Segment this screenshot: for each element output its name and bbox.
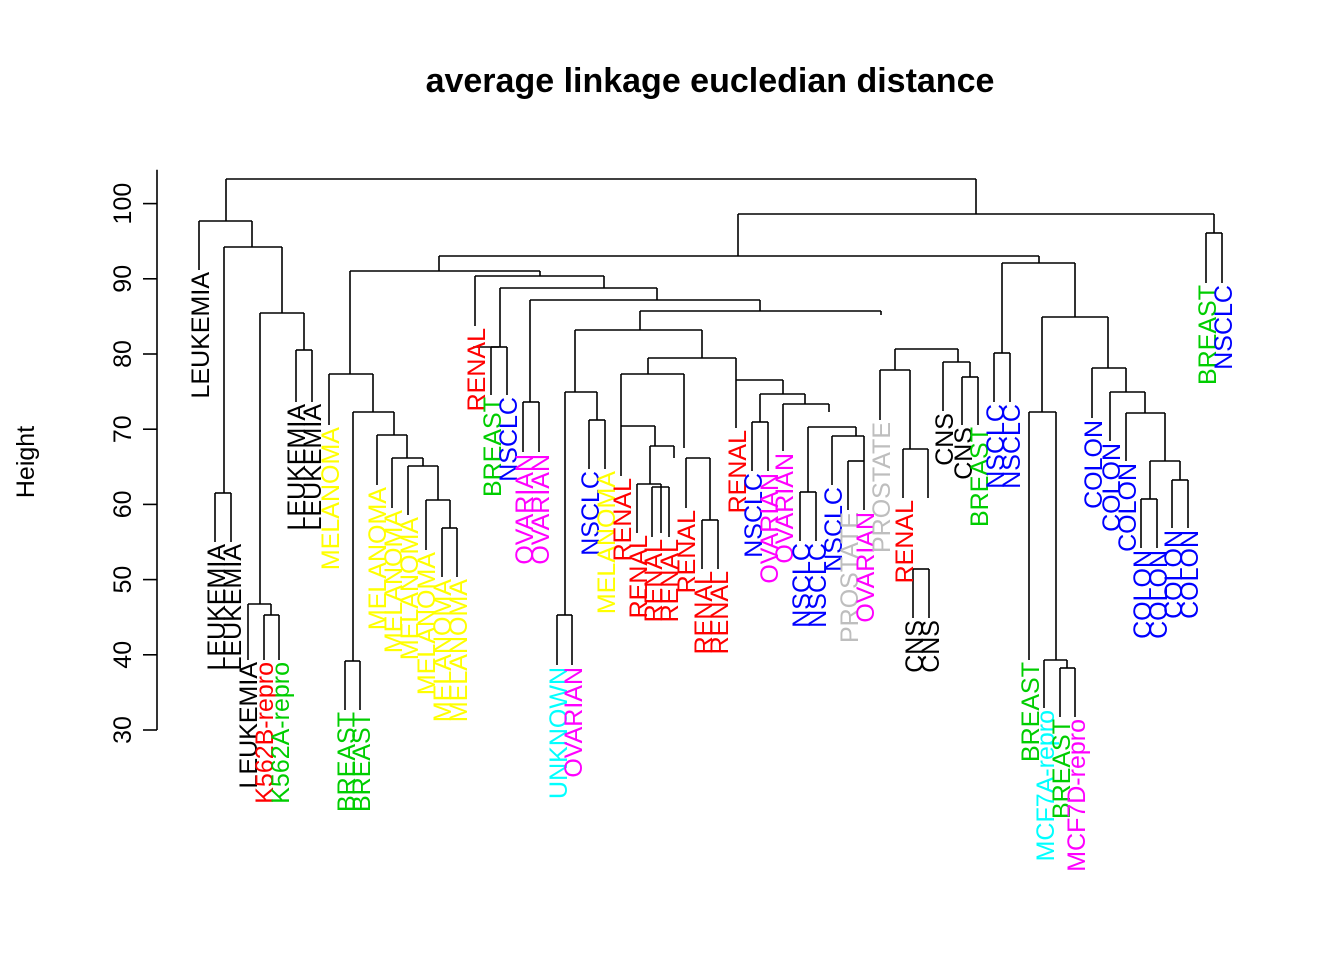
leaf-label: COLON xyxy=(1176,530,1204,619)
leaf-label: OVARIAN xyxy=(560,667,588,778)
leaf-label: LEUKEMIA xyxy=(203,544,231,671)
leaf-label: COLON xyxy=(1145,550,1173,639)
leaf-label: BREAST xyxy=(479,397,507,497)
leaf-label: CNS xyxy=(901,620,929,673)
leaf-label: UNKNOWN xyxy=(545,667,573,799)
leaf-label: NSCLC xyxy=(1210,285,1238,370)
leaf-label: CNS xyxy=(931,413,959,466)
leaf-label: CNS xyxy=(950,427,978,480)
leaf-label: RENAL xyxy=(891,500,919,583)
leaf-label: COLON xyxy=(1129,550,1157,639)
leaf-label: LEUKEMIA xyxy=(187,272,215,399)
leaf-label: RENAL xyxy=(463,328,491,411)
leaf-label: COLON xyxy=(1098,443,1126,532)
leaf-label: COLON xyxy=(1114,463,1142,552)
leaf-label: MCF7A-repro xyxy=(1032,710,1060,861)
leaf-label: OVARIAN xyxy=(756,473,784,584)
leaf-label: NSCLC xyxy=(820,487,848,572)
leaf-label: MELANOMA xyxy=(317,427,345,570)
y-axis: 30 40 50 60 70 80 90 100 xyxy=(109,169,158,744)
leaf-label: NSCLC xyxy=(998,404,1026,489)
leaf-label: K562A-repro xyxy=(267,662,295,804)
leaf-label: MELANOMA xyxy=(413,552,441,695)
leaf-label: OVARIAN xyxy=(852,512,880,623)
leaf-label: K562B-repro xyxy=(251,662,279,804)
leaf-label: LEUKEMIA xyxy=(219,544,247,671)
leaf-label: RENAL xyxy=(690,571,718,654)
leaf-label: MELANOMA xyxy=(380,510,408,653)
leaf-label: NSCLC xyxy=(495,397,523,482)
y-tick-label: 70 xyxy=(109,415,137,443)
leaf-label: LEUKEMIA xyxy=(235,662,263,789)
y-tick-label: 100 xyxy=(109,183,137,225)
y-tick-label: 80 xyxy=(109,340,137,368)
leaf-label: PROSTATE xyxy=(868,422,896,553)
leaf-label: MELANOMA xyxy=(364,487,392,630)
leaf-label: NSCLC xyxy=(577,471,605,556)
leaf-label: NSCLC xyxy=(788,543,816,628)
leaf-labels: LEUKEMIALEUKEMIALEUKEMIALEUKEMIAK562B-re… xyxy=(187,272,1238,872)
chart-title: average linkage eucledian distance xyxy=(426,62,995,100)
leaf-label: BREAST xyxy=(966,427,994,527)
leaf-label: MELANOMA xyxy=(429,579,457,722)
leaf-label: MELANOMA xyxy=(445,579,473,722)
leaf-label: NSCLC xyxy=(740,473,768,558)
leaf-label: RENAL xyxy=(724,430,752,513)
y-tick-label: 40 xyxy=(109,641,137,669)
leaf-label: OVARIAN xyxy=(771,453,799,564)
y-tick-label: 30 xyxy=(109,716,137,744)
leaf-label: RENAL xyxy=(656,539,684,622)
leaf-label: NSCLC xyxy=(982,404,1010,489)
leaf-label: BREAST xyxy=(1017,662,1045,762)
leaf-label: BREAST xyxy=(1194,285,1222,385)
leaf-label: LEUKEMIA xyxy=(283,404,311,531)
leaf-label: BREAST xyxy=(333,712,361,812)
y-tick-label: 60 xyxy=(109,490,137,518)
leaf-label: COLON xyxy=(1160,530,1188,619)
leaf-label: OVARIAN xyxy=(527,454,555,565)
leaf-label: PROSTATE xyxy=(836,512,864,643)
y-axis-label: Height xyxy=(12,426,40,498)
dendrogram-links xyxy=(198,178,1223,717)
leaf-label: BREAST xyxy=(348,712,376,812)
leaf-label: MELANOMA xyxy=(396,517,424,660)
leaf-label: BREAST xyxy=(1048,719,1076,819)
leaf-label: COLON xyxy=(1080,420,1108,509)
leaf-label: NSCLC xyxy=(804,543,832,628)
leaf-label: OVARIAN xyxy=(511,454,539,565)
leaf-label: LEUKEMIA xyxy=(299,404,327,531)
leaf-label: RENAL xyxy=(673,510,701,593)
leaf-label: RENAL xyxy=(625,535,653,618)
leaf-label: MELANOMA xyxy=(593,471,621,614)
leaf-label: MCF7D-repro xyxy=(1063,719,1091,872)
leaf-label: RENAL xyxy=(706,571,734,654)
leaf-label: RENAL xyxy=(609,478,637,561)
y-tick-label: 50 xyxy=(109,566,137,594)
y-tick-label: 90 xyxy=(109,265,137,293)
leaf-label: CNS xyxy=(917,620,945,673)
leaf-label: RENAL xyxy=(640,539,668,622)
